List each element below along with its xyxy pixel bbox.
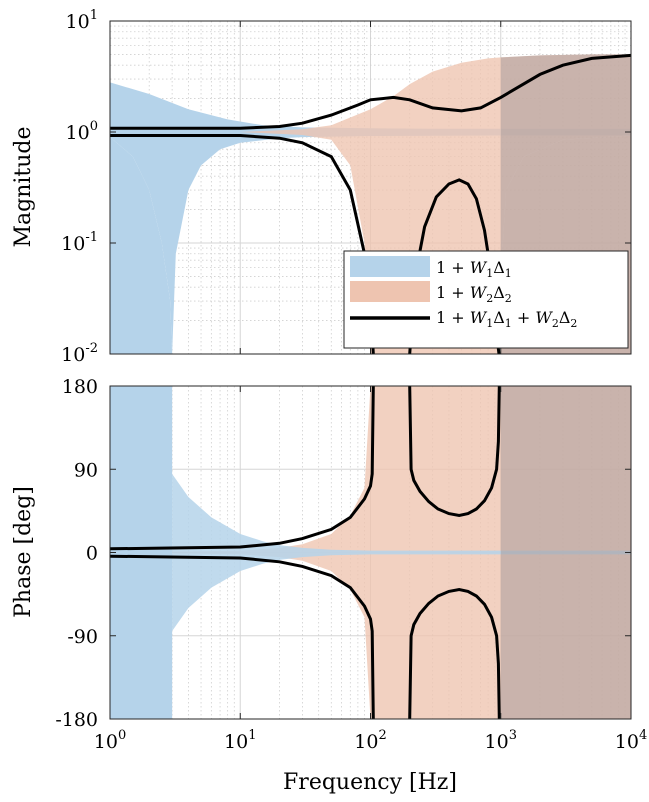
legend-label-w2d2: 1 + W2Δ2 — [436, 283, 512, 305]
y-tick-label: 101 — [66, 8, 98, 33]
phase-xlabel: Frequency [Hz] — [283, 770, 457, 795]
magnitude-ylabel: Magnitude — [11, 126, 36, 247]
y-tick-label: 10-1 — [61, 230, 98, 255]
legend-swatch-w2d2 — [350, 281, 430, 302]
phase-uncertainty-bands — [110, 386, 631, 719]
phase-y-tick-labels: -180 -90 0 90 180 — [55, 376, 98, 731]
x-tick-label: 102 — [354, 728, 386, 753]
phase-band-w1d1 — [172, 473, 631, 632]
band-w1d1-lower — [110, 137, 173, 354]
phase-overlap-region — [500, 386, 631, 719]
y-tick-label: 0 — [86, 543, 98, 565]
y-tick-label: -180 — [55, 709, 98, 731]
phase-panel: -180 -90 0 90 180 100 101 102 103 104 Phase [deg… — [11, 376, 647, 795]
x-tick-label: 100 — [94, 728, 126, 753]
magnitude-tick-marks — [109, 20, 632, 355]
y-tick-label: 180 — [62, 376, 98, 398]
x-tick-label: 101 — [224, 728, 256, 753]
phase-combined-lower — [110, 554, 375, 719]
y-tick-label: 90 — [74, 459, 98, 481]
y-tick-label: 100 — [66, 119, 98, 144]
magnitude-y-tick-labels: 10-2 10-1 100 101 — [61, 8, 98, 366]
legend-label-combined: 1 + W1Δ1 + W2Δ2 — [436, 308, 577, 330]
y-tick-label: 10-2 — [61, 341, 98, 366]
band-w1d1 — [110, 82, 631, 354]
phase-combined-upper — [110, 386, 375, 551]
phase-x-tick-labels: 100 101 102 103 104 — [94, 728, 647, 753]
phase-band-w1d1-block — [110, 386, 173, 719]
x-tick-label: 103 — [485, 728, 517, 753]
legend: 1 + W1Δ1 1 + W2Δ2 1 + W1Δ1 + W2Δ2 — [343, 250, 629, 349]
phase-tick-marks — [109, 385, 632, 720]
phase-ylabel: Phase [deg] — [11, 486, 36, 618]
x-tick-label: 104 — [615, 728, 647, 753]
legend-label-w1d1: 1 + W1Δ1 — [436, 258, 512, 280]
y-tick-label: -90 — [67, 626, 98, 648]
combined-upper-bound — [110, 53, 631, 130]
phase-combined-island-lower — [408, 587, 501, 719]
phase-combined-island-upper — [408, 386, 501, 518]
phase-combined-bounds — [110, 386, 501, 719]
legend-swatch-w1d1 — [350, 256, 430, 277]
